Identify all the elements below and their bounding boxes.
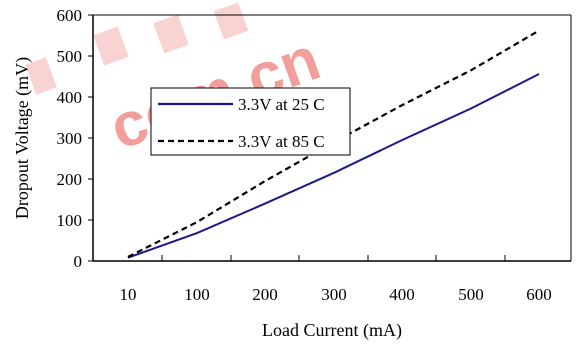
x-tick-label: 10 (120, 285, 137, 304)
series-line-25c (127, 73, 540, 259)
y-tick-label: 0 (74, 252, 83, 271)
y-ticks: 0 100 200 300 400 500 600 (57, 6, 93, 271)
x-tick-label: 400 (389, 285, 415, 304)
y-tick-label: 400 (57, 88, 83, 107)
legend-label-85c: 3.3V at 85 C (238, 132, 325, 151)
x-axis-title: Load Current (mA) (262, 320, 402, 341)
y-tick-label: 300 (57, 129, 83, 148)
y-axis-title: Dropout Voltage (mV) (12, 57, 33, 219)
legend: 3.3V at 25 C 3.3V at 85 C (150, 87, 351, 156)
x-tick-label: 500 (458, 285, 484, 304)
x-tick-label: 600 (526, 285, 552, 304)
x-tick-label: 200 (252, 285, 278, 304)
y-tick-label: 100 (57, 211, 83, 230)
x-tick-label: 100 (184, 285, 210, 304)
y-tick-label: 500 (57, 47, 83, 66)
x-tick-label: 300 (321, 285, 347, 304)
watermark-glyphs (25, 2, 249, 95)
x-ticks: 10 100 200 300 400 500 600 (92, 255, 572, 304)
y-tick-label: 200 (57, 170, 83, 189)
legend-box (150, 87, 351, 156)
legend-label-25c: 3.3V at 25 C (238, 95, 325, 114)
y-tick-label: 600 (57, 6, 83, 25)
